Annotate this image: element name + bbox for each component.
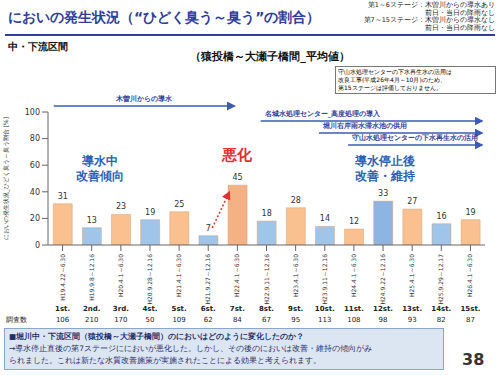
svg-text:170: 170 [114,316,127,324]
html-text:第7～15ステージ：木曽川からの導水なし: 第7～15ステージ：木曽川からの導水なし [363,16,495,24]
svg-text:19: 19 [145,208,155,217]
svg-text:5st.: 5st. [172,305,187,313]
svg-text:10st.: 10st. [315,305,335,313]
svg-text:109: 109 [172,316,185,324]
html-text:前日・当日の降雨なし: 前日・当日の降雨なし [425,8,495,17]
svg-text:80: 80 [30,134,40,143]
svg-text:11st.: 11st. [344,305,364,313]
svg-text:2nd.: 2nd. [83,305,101,313]
svg-text:木曽川からの導水: 木曽川からの導水 [115,94,173,103]
svg-text:100: 100 [25,108,40,117]
html-text:改良工事(平成26年4月～10月)のため、: 改良工事(平成26年4月～10月)のため、 [338,76,446,83]
svg-text:H23.9.11～12.16: H23.9.11～12.16 [321,254,328,305]
svg-text:H22.4.1～6.30: H22.4.1～6.30 [233,254,240,297]
html-text:守山水処理センターの下水再生水の活用は: 守山水処理センターの下水再生水の活用は [338,68,452,75]
html-text:38: 38 [462,350,485,369]
svg-text:19: 19 [466,208,476,217]
svg-text:悪化: 悪化 [221,146,253,164]
html-text:→導水停止直後の第7ステージににおいが悪化した。しかし、その: →導水停止直後の第7ステージににおいが悪化した。しかし、その後のにおいは改善・維… [9,344,373,353]
svg-text:守山水処理センターの下水再生水の活用: 守山水処理センターの下水再生水の活用 [352,133,478,142]
svg-text:98: 98 [379,316,388,324]
html-text:前日・当日の降雨なし: 前日・当日の降雨なし [425,23,495,32]
svg-text:H22.9.11～12.16: H22.9.11～12.16 [263,254,270,305]
svg-text:H25.9.29～12.17: H25.9.29～12.17 [437,254,444,305]
svg-text:H19.9.8～12.16: H19.9.8～12.16 [88,254,95,301]
svg-text:H23.4.1～6.30: H23.4.1～6.30 [292,254,299,297]
svg-text:調査数: 調査数 [6,316,27,324]
svg-text:12: 12 [349,217,359,226]
svg-text:7st.: 7st. [230,305,245,313]
svg-text:H25.4.1～6.30: H25.4.1～6.30 [408,254,415,297]
svg-text:28: 28 [291,196,301,205]
html-text:（猿投橋～大瀬子橋間_平均値）: （猿投橋～大瀬子橋間_平均値） [190,50,350,63]
svg-text:27: 27 [407,197,417,206]
svg-text:31: 31 [58,192,68,201]
svg-text:25: 25 [174,200,184,209]
svg-text:13st.: 13st. [402,305,422,313]
svg-text:67: 67 [262,316,271,324]
svg-text:1st.: 1st. [55,305,70,313]
svg-text:3rd.: 3rd. [113,305,129,313]
svg-text:9st.: 9st. [288,305,303,313]
svg-text:導水停止後改善・維持: 導水停止後改善・維持 [354,154,415,183]
svg-text:H19.4.22～6.30: H19.4.22～6.30 [59,254,66,301]
svg-text:4st.: 4st. [142,305,157,313]
svg-text:6st.: 6st. [201,305,216,313]
svg-text:12st.: 12st. [373,305,393,313]
svg-text:95: 95 [291,316,300,324]
svg-text:40: 40 [30,188,40,197]
html-text:においの発生状況（“ひどく臭う～臭う”の割合）: においの発生状況（“ひどく臭う～臭う”の割合） [8,9,321,25]
svg-text:108: 108 [347,316,360,324]
svg-text:14st.: 14st. [431,305,451,313]
svg-text:210: 210 [85,316,98,324]
svg-text:導水中改善傾向: 導水中改善傾向 [76,154,124,183]
html-text:中・下流区間: 中・下流区間 [8,41,68,52]
svg-text:113: 113 [318,316,331,324]
svg-text:62: 62 [204,316,213,324]
svg-text:15st.: 15st. [460,305,480,313]
svg-text:106: 106 [56,316,70,324]
svg-text:87: 87 [466,316,475,324]
svg-text:堀川右岸雨水滞水池の供用: 堀川右岸雨水滞水池の供用 [322,122,407,130]
svg-text:45: 45 [232,173,242,182]
svg-text:16: 16 [436,212,446,221]
svg-text:8st.: 8st. [259,305,274,313]
svg-text:名城水処理センター_高度処理の導入: 名城水処理センター_高度処理の導入 [264,109,381,118]
svg-text:23: 23 [116,202,126,211]
html-text:第15ステージは評価しておりません。: 第15ステージは評価しておりません。 [338,84,442,91]
svg-text:H20.9.28～12.16: H20.9.28～12.16 [146,254,153,305]
svg-text:50: 50 [146,316,155,324]
svg-text:H20.4.1～6.30: H20.4.1～6.30 [117,254,124,297]
html-text:られました。これは新たな水質改善施策が実施されたことによる効: られました。これは新たな水質改善施策が実施されたことによる効果と考えられます。 [9,356,321,365]
svg-text:18: 18 [262,209,272,218]
html-text:第1～6ステージ：木曽川からの導水あり: 第1～6ステージ：木曽川からの導水あり [367,1,495,9]
svg-text:93: 93 [408,316,417,324]
svg-text:H21.4.1～6.30: H21.4.1～6.30 [175,254,182,297]
svg-text:82: 82 [437,316,446,324]
svg-text:84: 84 [233,316,242,324]
svg-text:H21.9.27～12.16: H21.9.27～12.16 [204,254,211,305]
svg-text:7: 7 [206,224,211,233]
svg-text:33: 33 [378,189,388,198]
svg-text:20: 20 [30,214,40,223]
html-text:■堀川中・下流区間（猿投橋～大瀬子橋間）のにおいはどのように: ■堀川中・下流区間（猿投橋～大瀬子橋間）のにおいはどのように変化したのか？ [9,332,305,341]
svg-text:においの発生状況_ひどく臭う～臭う割合 [%]: においの発生状況_ひどく臭う～臭う割合 [%] [2,117,10,240]
svg-text:13: 13 [87,216,97,225]
svg-text:H26.4.1～6.30: H26.4.1～6.30 [466,254,473,297]
svg-text:60: 60 [30,161,40,170]
svg-text:0: 0 [35,241,40,250]
svg-text:H24.4.1～6.30: H24.4.1～6.30 [350,254,357,297]
svg-text:14: 14 [320,214,330,223]
svg-text:H24.9.22～12.16: H24.9.22～12.16 [379,254,386,305]
